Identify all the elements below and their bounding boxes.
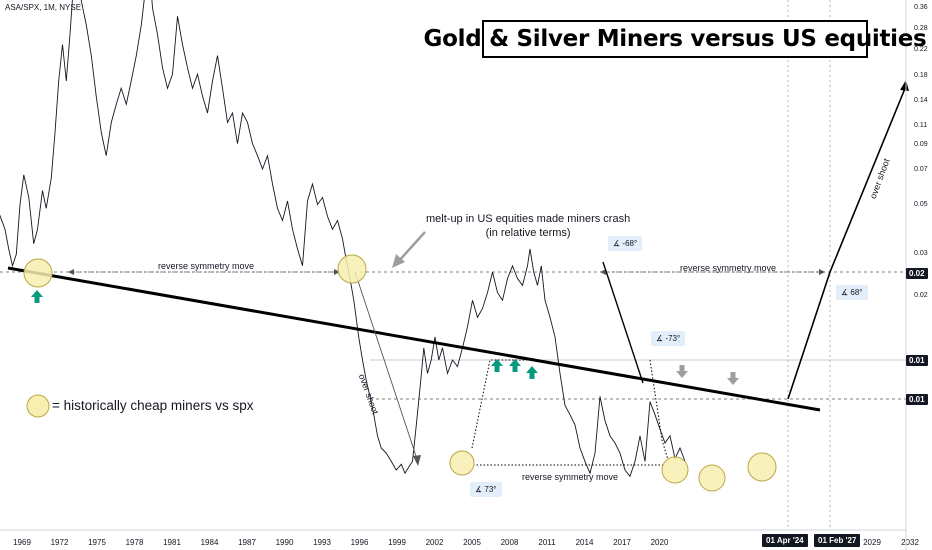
cheap-miner-circle (661, 456, 689, 484)
x-tick-label: 2011 (538, 538, 556, 547)
chart-title: Gold & Silver Miners versus US equities (424, 20, 927, 58)
x-tick-label: 1996 (351, 538, 369, 547)
legend-circle-icon (26, 394, 50, 418)
angle-label-4: ∡ 68° (836, 285, 868, 300)
angle-icon: ∡ (475, 485, 485, 494)
x-tick-label: 2002 (426, 538, 444, 547)
x-tick-label: 1978 (126, 538, 144, 547)
x-tick-label: 2005 (463, 538, 481, 547)
x-tick-label: 1972 (51, 538, 69, 547)
reverse-symmetry-label-bottom: reverse symmetry move (522, 472, 619, 482)
up-arrow-icon (509, 359, 521, 372)
angle-label-2: ∡ -73° (651, 331, 686, 346)
angle-label-3: ∡ 73° (470, 482, 502, 497)
x-tick-label: 2032 (901, 538, 919, 547)
trendline (7, 266, 821, 412)
reverse-symmetry-arrow-right-head-left (600, 269, 606, 275)
cheap-miner-circle (337, 254, 367, 284)
down-arrow-icon (676, 365, 688, 378)
y-tick-label: 0.28 (914, 25, 928, 32)
price-tag-2[interactable]: 0.01 (906, 355, 928, 366)
symbol-header: ASA/SPX, 1M, NYSE (5, 3, 82, 12)
up-arrow-icon (31, 290, 43, 303)
y-tick-label: 0.18 (914, 72, 928, 79)
x-tick-label: 2020 (651, 538, 669, 547)
y-tick-label: 0.02 (914, 292, 928, 299)
signal-arrows (31, 290, 739, 385)
reverse-symmetry-label-left: reverse symmetry move (158, 261, 255, 271)
y-tick-label: 0.09 (914, 141, 928, 148)
cheap-miner-circles (23, 254, 777, 492)
cheap-miner-circle (698, 464, 726, 492)
y-tick-label: 0.05 (914, 201, 928, 208)
meltup-arrow (397, 231, 426, 263)
angle-label-1: ∡ -68° (608, 236, 643, 251)
x-tick-label: 2014 (576, 538, 594, 547)
up-arrow-icon (491, 359, 503, 372)
cheap-miner-circle (747, 452, 777, 482)
reverse-symmetry-arrow-right-head-right (819, 269, 825, 275)
price-tag-1[interactable]: 0.02 (906, 268, 928, 279)
y-tick-label: 0.36 (914, 4, 928, 11)
drawing-tools (68, 80, 909, 466)
angle-icon: ∡ (656, 334, 666, 343)
x-tick-label: 1981 (163, 538, 181, 547)
x-tick-label: 1969 (13, 538, 31, 547)
x-tick-label: 1975 (88, 538, 106, 547)
down-arrow-icon (727, 372, 739, 385)
date-tag-1[interactable]: 01 Apr '24 (762, 534, 808, 547)
cheap-miner-circle (23, 258, 53, 288)
cheap-miner-circle (449, 450, 475, 476)
x-tick-label: 2008 (501, 538, 519, 547)
y-tick-label: 0.11 (914, 122, 927, 129)
price-tag-3[interactable]: 0.01 (906, 394, 928, 405)
rise-dotted-line (471, 359, 530, 449)
reverse-symmetry-arrow-left-head-right (334, 269, 340, 275)
x-tick-label: 1984 (201, 538, 219, 547)
y-tick-label: 0.07 (914, 166, 928, 173)
angle-icon: ∡ (613, 239, 623, 248)
fall-dotted-line (649, 359, 669, 461)
crash-trend-line (602, 261, 644, 384)
up-arrow-icon (526, 366, 538, 379)
x-tick-label: 1987 (238, 538, 256, 547)
x-axis: 1969 1972 1975 1978 1981 1984 1987 1990 1993 1996… (0, 529, 919, 547)
x-tick-label: 2029 (863, 538, 881, 547)
price-line (0, 0, 686, 478)
y-tick-label: 0.03 (914, 250, 928, 257)
angle-icon: ∡ (841, 288, 851, 297)
overshoot-arrow-down (354, 271, 419, 463)
meltup-annotation: melt-up in US equities made miners crash… (426, 212, 630, 240)
x-tick-label: 2017 (613, 538, 631, 547)
x-tick-label: 1993 (313, 538, 331, 547)
x-tick-label: 1990 (276, 538, 294, 547)
meltup-line-1: melt-up in US equities made miners crash (426, 213, 631, 225)
x-tick-label: 1999 (388, 538, 406, 547)
y-tick-label: 0.22 (914, 46, 928, 53)
projection-line (787, 85, 907, 400)
meltup-line-2: (in relative terms) (485, 227, 571, 239)
projection-arrowhead (900, 80, 909, 91)
meltup-arrow-head (392, 254, 405, 268)
legend-text: = historically cheap miners vs spx (52, 398, 254, 413)
y-tick-label: 0.14 (914, 97, 928, 104)
date-tag-2[interactable]: 01 Feb '27 (814, 534, 861, 547)
reverse-symmetry-arrow-left-head-left (68, 269, 74, 275)
overshoot-arrow-down-head (413, 455, 421, 466)
reverse-symmetry-label-right: reverse symmetry move (680, 263, 777, 273)
